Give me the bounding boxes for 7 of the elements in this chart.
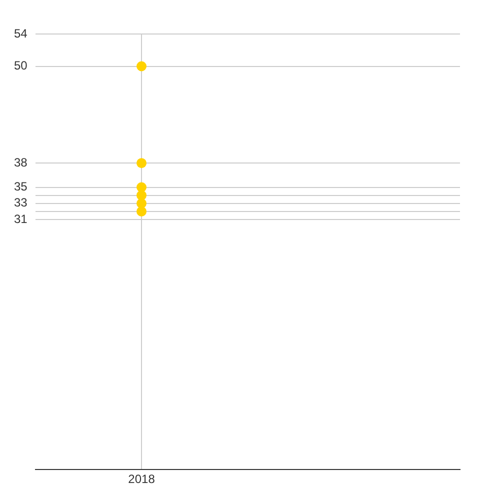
- x-tick-label: 2018: [128, 472, 156, 486]
- y-tick-label: 35: [14, 180, 28, 194]
- y-tick-label: 54: [14, 26, 28, 40]
- y-tick-label: 33: [14, 196, 28, 210]
- y-tick-label: 50: [14, 58, 28, 73]
- y-tick-label: 31: [14, 212, 28, 226]
- y-tick-label: 38: [14, 155, 28, 170]
